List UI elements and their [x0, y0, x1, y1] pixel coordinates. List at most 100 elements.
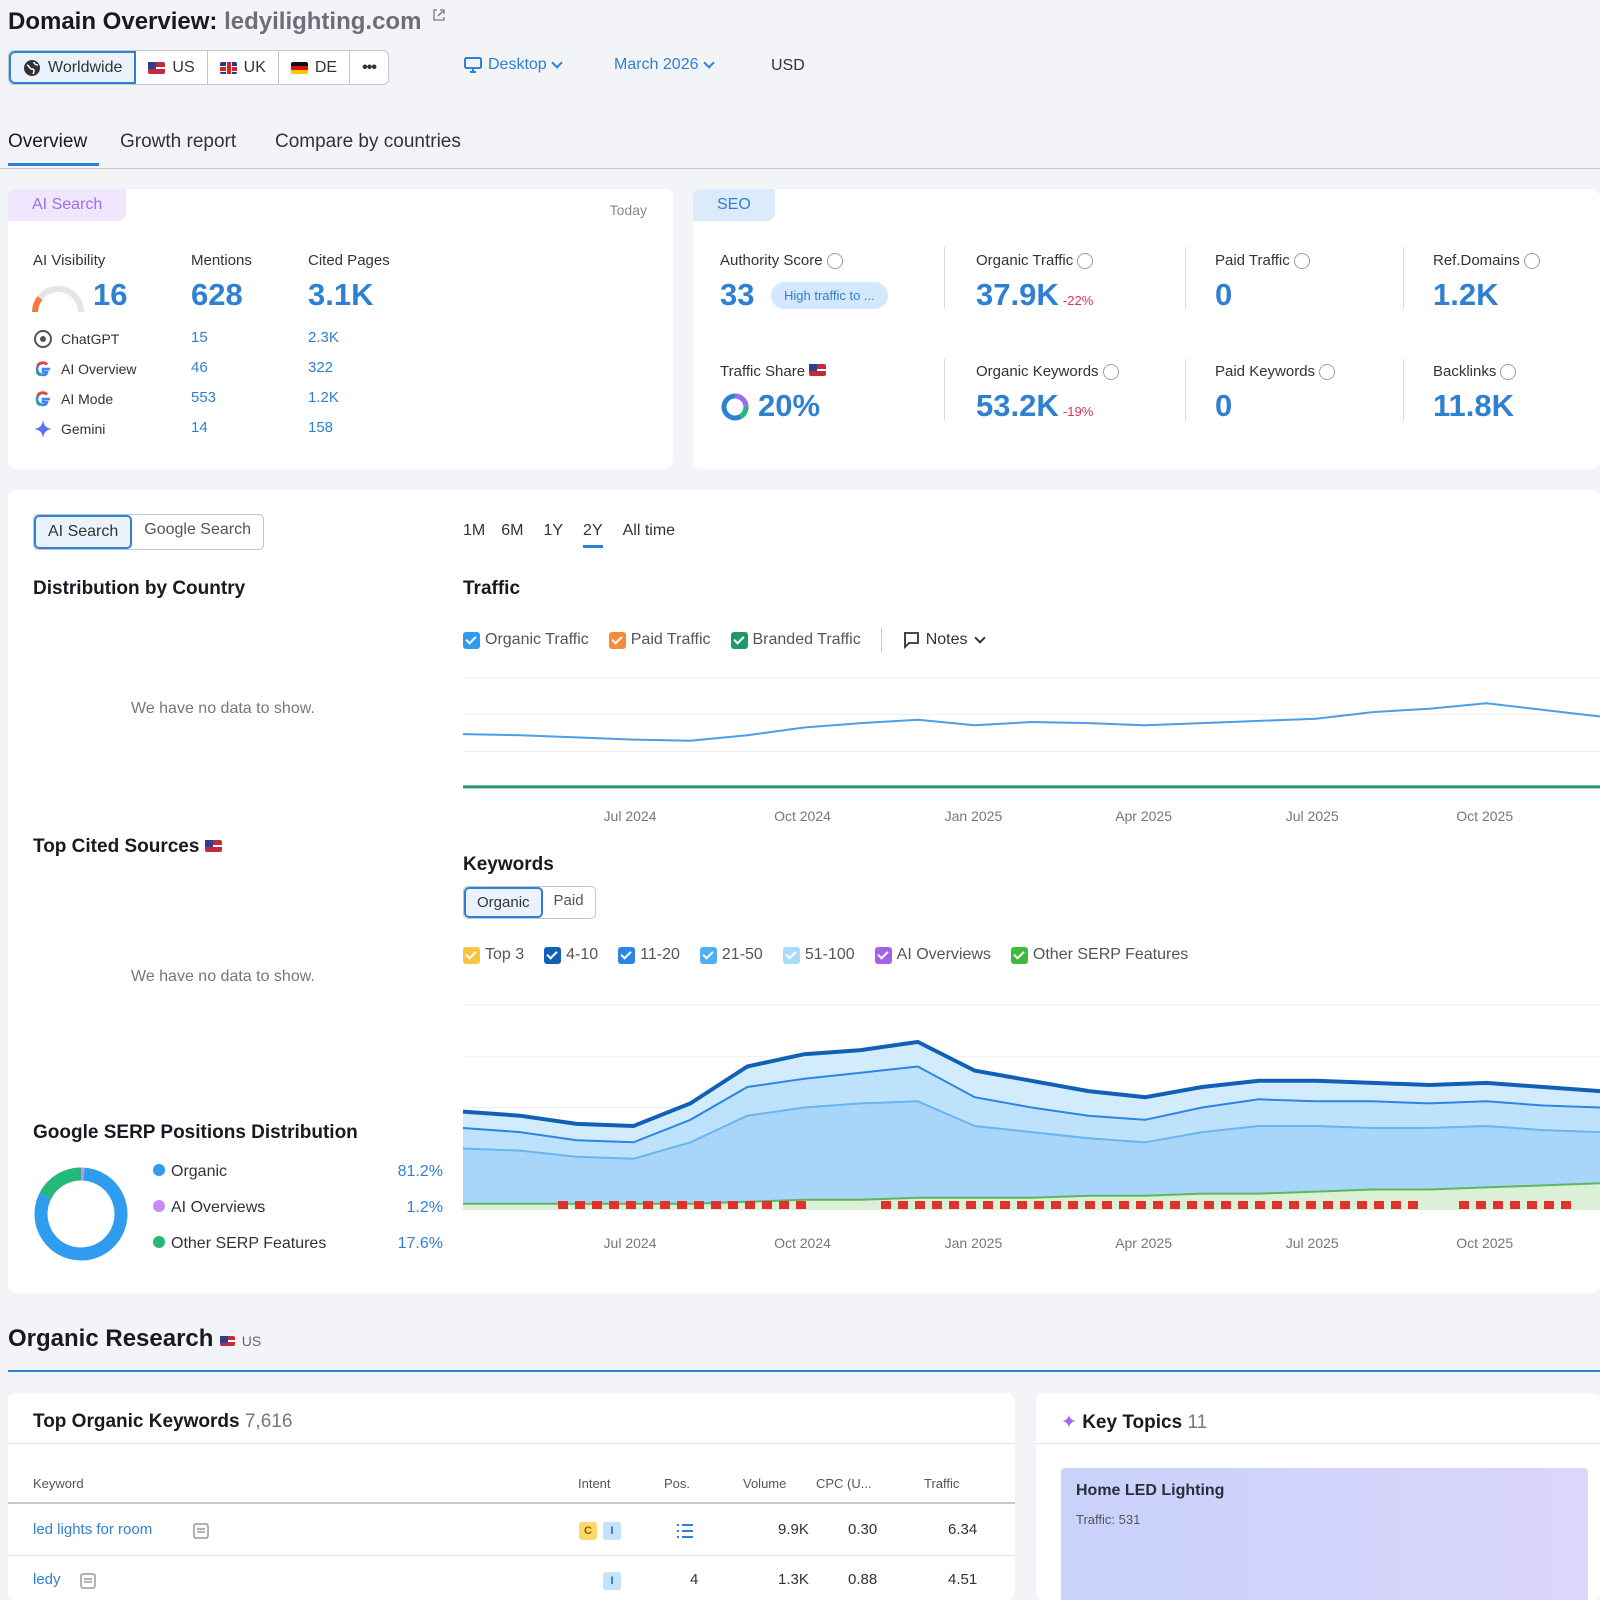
topic-tile[interactable]: Home LED Lighting Traffic: 531 — [1061, 1468, 1588, 1600]
legend-paid-traffic[interactable]: Paid Traffic — [608, 631, 711, 649]
note-marker[interactable] — [762, 1201, 772, 1209]
col-traffic[interactable]: Traffic — [924, 1476, 960, 1491]
date-dropdown[interactable]: March 2026 — [614, 56, 715, 74]
note-marker[interactable] — [1459, 1201, 1469, 1209]
info-icon[interactable] — [1293, 253, 1310, 270]
serp-features-list-icon[interactable] — [675, 1522, 695, 1540]
note-marker[interactable] — [1493, 1201, 1503, 1209]
note-marker[interactable] — [728, 1201, 738, 1209]
ai-row-cited[interactable]: 1.2K — [308, 389, 339, 406]
organic-traffic-metric[interactable]: 37.9K -22% — [976, 277, 1093, 313]
col-position[interactable]: Pos. — [664, 1476, 691, 1491]
note-marker[interactable] — [915, 1201, 925, 1209]
note-marker[interactable] — [1544, 1201, 1554, 1209]
note-marker[interactable] — [711, 1201, 721, 1209]
series-line-21-50[interactable] — [463, 1065, 1600, 1144]
note-marker[interactable] — [643, 1201, 653, 1209]
note-marker[interactable] — [660, 1201, 670, 1209]
note-marker[interactable] — [592, 1201, 602, 1209]
note-marker[interactable] — [1068, 1201, 1078, 1209]
note-marker[interactable] — [1153, 1201, 1163, 1209]
note-marker[interactable] — [1357, 1201, 1367, 1209]
ai-row-ai-mode[interactable]: AI Mode — [33, 389, 113, 409]
note-marker[interactable] — [1221, 1201, 1231, 1209]
serp-preview-icon[interactable] — [80, 1573, 96, 1589]
intent-badge[interactable]: C — [579, 1522, 597, 1540]
legend-branded-traffic[interactable]: Branded Traffic — [730, 631, 861, 649]
table-row[interactable]: led lights for room C I 9.9K 0.30 6.34 — [8, 1506, 1015, 1556]
notes-dropdown[interactable]: Notes — [902, 631, 986, 649]
note-marker[interactable] — [1561, 1201, 1571, 1209]
ai-search-toggle[interactable]: AI Search — [34, 515, 133, 549]
note-marker[interactable] — [1408, 1201, 1418, 1209]
serp-legend-item[interactable]: Organic 81.2% — [153, 1163, 443, 1199]
note-marker[interactable] — [1323, 1201, 1333, 1209]
note-marker[interactable] — [1255, 1201, 1265, 1209]
location-us[interactable]: US — [136, 51, 208, 84]
more-locations-button[interactable]: ••• — [350, 51, 388, 84]
note-marker[interactable] — [949, 1201, 959, 1209]
note-marker[interactable] — [1051, 1201, 1061, 1209]
authority-score-value[interactable]: 33 — [720, 277, 755, 312]
note-marker[interactable] — [1527, 1201, 1537, 1209]
note-marker[interactable] — [881, 1201, 891, 1209]
ai-row-mentions[interactable]: 14 — [191, 419, 208, 436]
donut-slice-organic[interactable] — [34, 1167, 128, 1261]
note-marker[interactable] — [1306, 1201, 1316, 1209]
info-icon[interactable] — [1102, 364, 1119, 381]
ai-row-cited[interactable]: 2.3K — [308, 329, 339, 346]
note-marker[interactable] — [1000, 1201, 1010, 1209]
legend-4-10[interactable]: 4-10 — [544, 946, 598, 964]
note-marker[interactable] — [796, 1201, 806, 1209]
ai-row-chatgpt[interactable]: ChatGPT — [33, 329, 119, 349]
device-dropdown[interactable]: Desktop — [464, 56, 563, 74]
note-marker[interactable] — [1289, 1201, 1299, 1209]
info-icon[interactable] — [1500, 364, 1517, 381]
col-volume[interactable]: Volume — [743, 1476, 787, 1491]
series-line-11-20[interactable] — [463, 1100, 1600, 1160]
note-marker[interactable] — [694, 1201, 704, 1209]
info-icon[interactable] — [826, 253, 843, 270]
table-row[interactable]: ledy I 4 1.3K 0.88 4.51 — [8, 1556, 1015, 1600]
authority-badge[interactable]: High traffic to ... — [771, 282, 888, 309]
col-intent[interactable]: Intent — [578, 1476, 611, 1491]
ai-row-mentions[interactable]: 15 — [191, 329, 208, 346]
info-icon[interactable] — [1077, 253, 1094, 270]
note-marker[interactable] — [898, 1201, 908, 1209]
paid-traffic-value[interactable]: 0 — [1215, 277, 1233, 312]
col-cpc[interactable]: CPC (U... — [816, 1476, 872, 1491]
range-6m[interactable]: 6M — [501, 522, 524, 539]
note-marker[interactable] — [1034, 1201, 1044, 1209]
ai-row-cited[interactable]: 158 — [308, 419, 334, 436]
location-worldwide[interactable]: Worldwide — [9, 51, 137, 84]
legend-ai-overviews[interactable]: AI Overviews — [874, 946, 991, 964]
paid-keywords-value[interactable]: 0 — [1215, 388, 1233, 423]
location-uk[interactable]: UK — [208, 51, 279, 84]
ref-domains-value[interactable]: 1.2K — [1433, 277, 1499, 312]
backlinks-value[interactable]: 11.8K — [1433, 388, 1515, 423]
note-marker[interactable] — [1017, 1201, 1027, 1209]
note-marker[interactable] — [1374, 1201, 1384, 1209]
range-1y[interactable]: 1Y — [543, 522, 564, 539]
ai-row-ai-overview[interactable]: AI Overview — [33, 359, 136, 379]
paid-toggle[interactable]: Paid — [553, 892, 584, 909]
note-marker[interactable] — [558, 1201, 568, 1209]
note-marker[interactable] — [1476, 1201, 1486, 1209]
tab-compare-by-countries[interactable]: Compare by countries — [275, 131, 461, 152]
note-marker[interactable] — [1340, 1201, 1350, 1209]
note-marker[interactable] — [1187, 1201, 1197, 1209]
note-marker[interactable] — [1170, 1201, 1180, 1209]
keyword-link[interactable]: ledy — [33, 1571, 61, 1588]
note-marker[interactable] — [575, 1201, 585, 1209]
organic-toggle[interactable]: Organic — [464, 887, 543, 918]
note-marker[interactable] — [677, 1201, 687, 1209]
note-marker[interactable] — [779, 1201, 789, 1209]
legend-21-50[interactable]: 21-50 — [699, 946, 763, 964]
note-marker[interactable] — [1272, 1201, 1282, 1209]
tab-overview[interactable]: Overview — [8, 131, 88, 152]
note-marker[interactable] — [1085, 1201, 1095, 1209]
note-marker[interactable] — [1102, 1201, 1112, 1209]
tab-growth-report[interactable]: Growth report — [120, 131, 237, 152]
note-marker[interactable] — [932, 1201, 942, 1209]
info-icon[interactable] — [1319, 364, 1336, 381]
